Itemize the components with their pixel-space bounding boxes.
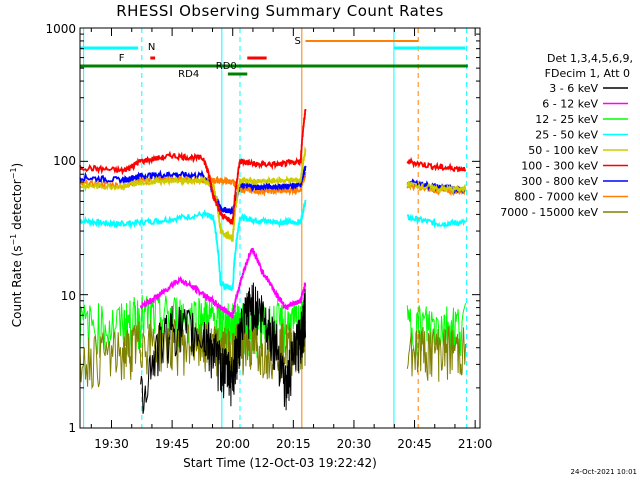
- series-line: [79, 318, 466, 390]
- x-tick-label: 20:30: [337, 437, 372, 451]
- chart-title: RHESSI Observing Summary Count Rates: [116, 2, 444, 20]
- series-line: [140, 282, 306, 414]
- legend-entry-label: 300 - 800 keV: [521, 175, 598, 188]
- legend-header-2: FDecim 1, Att 0: [545, 67, 630, 80]
- legend-entry-label: 800 - 7000 keV: [514, 191, 598, 204]
- legend-entry-label: 50 - 100 keV: [528, 144, 598, 157]
- legend-entry-label: 6 - 12 keV: [542, 98, 598, 111]
- x-tick-label: 19:30: [94, 437, 129, 451]
- flag-label: F: [119, 53, 125, 64]
- y-axis-label: Count Rate (s−1 detector−1): [9, 163, 24, 327]
- x-tick-label: 19:45: [155, 437, 190, 451]
- y-tick-label-10: 10: [61, 289, 76, 303]
- x-tick-labels: 19:30 19:45 20:00 20:15 20:30 20:45 21:00: [94, 437, 492, 451]
- y-tick-label-1000: 1000: [45, 22, 76, 36]
- legend-header-1: Det 1,3,4,5,6,9,: [547, 52, 633, 65]
- flag-label: S: [295, 36, 301, 47]
- y-tick-labels: 1 10 100 1000: [45, 22, 76, 435]
- series-line: [79, 108, 467, 225]
- legend-entry-label: 3 - 6 keV: [549, 82, 598, 95]
- x-tick-label: 21:00: [458, 437, 493, 451]
- x-axis-label: Start Time (12-Oct-03 19:22:42): [183, 456, 377, 470]
- y-tick-label-1: 1: [68, 421, 76, 435]
- legend-entry-label: 12 - 25 keV: [535, 113, 598, 126]
- series-line: [139, 247, 307, 319]
- legend: Det 1,3,4,5,6,9, FDecim 1, Att 0 3 - 6 k…: [500, 52, 633, 219]
- series-line: [79, 145, 467, 243]
- x-tick-label: 20:45: [397, 437, 432, 451]
- plot-area: N F RD0 RD4 S: [79, 28, 468, 428]
- legend-entry-label: 7000 - 15000 keV: [500, 206, 598, 219]
- flag-label: RD0: [216, 61, 237, 72]
- x-tick-label: 20:15: [276, 437, 311, 451]
- series-line: [79, 199, 467, 292]
- timestamp: 24-Oct-2021 10:01: [571, 468, 637, 476]
- plot-frame: [79, 27, 481, 429]
- legend-entry-label: 25 - 50 keV: [535, 129, 598, 142]
- x-tick-label: 20:00: [215, 437, 250, 451]
- flag-label: RD4: [178, 69, 199, 80]
- flag-label: N: [148, 42, 155, 53]
- legend-entry-label: 100 - 300 keV: [521, 160, 598, 173]
- y-tick-label-100: 100: [53, 154, 76, 168]
- axis-ticks: [80, 28, 480, 429]
